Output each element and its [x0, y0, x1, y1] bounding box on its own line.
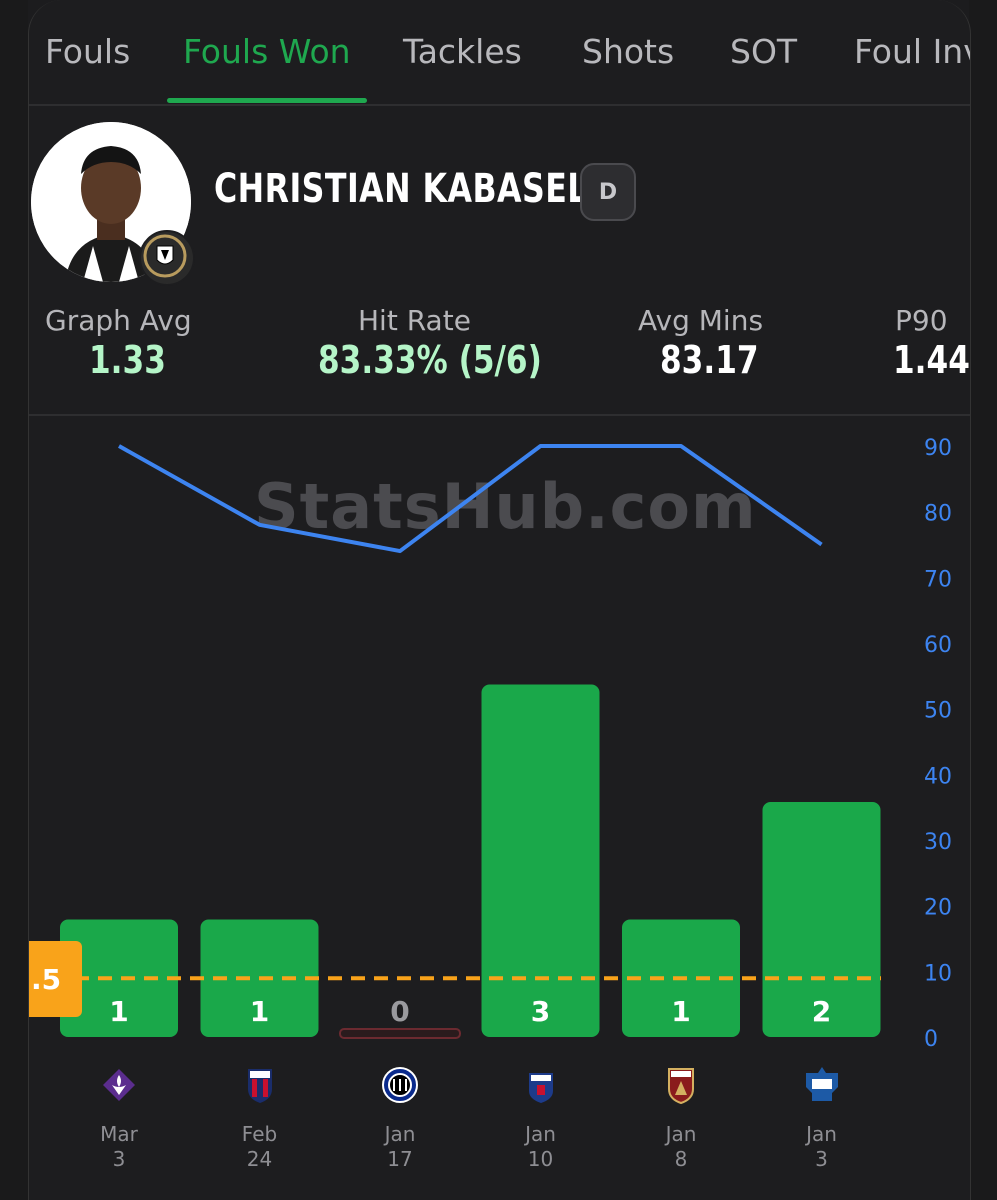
y-tick-label: 0: [924, 1027, 938, 1052]
active-tab-indicator: [167, 98, 367, 103]
bar: [60, 919, 178, 1037]
tab-fouls[interactable]: Fouls: [45, 32, 131, 71]
x-tick-day: 3: [112, 1147, 126, 1171]
x-tick-month: Jan: [806, 1122, 837, 1146]
udinese-badge-icon: [139, 230, 195, 286]
hit-rate-label: Hit Rate: [358, 304, 471, 337]
x-tick-month: Feb: [241, 1122, 278, 1146]
como-icon[interactable]: [802, 1065, 842, 1105]
bar-value-label: 1: [671, 995, 690, 1028]
x-tick-label: Mar 3: [79, 1122, 159, 1172]
tab-foul-inv[interactable]: Foul Inv: [854, 32, 971, 71]
avg-mins-label: Avg Mins: [638, 304, 764, 337]
player-avatar: [31, 122, 191, 282]
divider: [29, 414, 970, 416]
graph-avg-label: Graph Avg: [45, 304, 192, 337]
threshold-line-tag: .5: [29, 941, 82, 1017]
y-tick-label: 80: [924, 502, 952, 527]
hit-rate-value: 83.33% (5/6): [318, 338, 542, 382]
tab-fouls-won[interactable]: Fouls Won: [183, 32, 351, 71]
x-tick-label: Feb 24: [220, 1122, 300, 1172]
player-name: CHRISTIAN KABASELE: [214, 166, 610, 212]
x-tick-month: Jan: [384, 1122, 416, 1146]
pisa-icon[interactable]: [521, 1065, 561, 1105]
tab-shots[interactable]: Shots: [582, 32, 675, 71]
y-tick-label: 40: [924, 764, 952, 789]
y-tick-label: 50: [924, 699, 952, 724]
bar: [481, 684, 600, 1037]
fiorentina-icon[interactable]: [99, 1065, 139, 1105]
x-tick-month: Jan: [525, 1122, 556, 1146]
stats-card: Fouls Fouls Won Tackles Shots SOT Foul I…: [28, 0, 971, 1200]
tab-sot[interactable]: SOT: [730, 32, 798, 71]
x-tick-day: 10: [527, 1147, 554, 1171]
inter-icon[interactable]: [380, 1065, 420, 1105]
y-tick-label: 60: [924, 633, 952, 658]
bar-value-label: 1: [250, 995, 269, 1028]
graph-avg-value: 1.33: [89, 338, 166, 382]
bar-value-label: 0: [390, 995, 409, 1028]
bar-value-label: 3: [531, 995, 550, 1028]
x-tick-label: Jan 17: [360, 1122, 440, 1172]
x-tick-day: 17: [387, 1147, 413, 1171]
minutes-line: [118, 444, 823, 554]
avg-mins-value: 83.17: [660, 338, 759, 382]
x-tick-label: Jan 3: [782, 1122, 862, 1172]
position-badge: D: [580, 163, 636, 221]
watermark: StatsHub.com: [254, 470, 757, 543]
x-tick-month: Jan: [665, 1122, 697, 1146]
x-tick-day: 24: [246, 1147, 273, 1171]
x-tick-day: 8: [674, 1147, 688, 1171]
stat-tabs: Fouls Fouls Won Tackles Shots SOT Foul I…: [29, 0, 970, 106]
left-edge: [0, 0, 28, 1200]
y-tick-label: 30: [924, 830, 952, 855]
y-tick-label: 20: [924, 896, 952, 921]
bologna-icon[interactable]: [240, 1065, 280, 1105]
x-tick-day: 3: [815, 1147, 828, 1171]
x-tick-label: Jan 10: [501, 1122, 581, 1172]
p90-value: 1.44: [893, 338, 970, 382]
p90-label: P90: [895, 304, 948, 337]
bar-value-label: 2: [812, 995, 831, 1028]
tab-tackles[interactable]: Tackles: [403, 32, 522, 71]
y-tick-label: 70: [924, 567, 952, 592]
x-tick-label: Jan 8: [641, 1122, 721, 1172]
y-tick-label: 10: [924, 961, 952, 986]
bar-zero: [339, 1028, 461, 1039]
y-tick-label: 90: [924, 436, 952, 461]
right-edge: [969, 0, 997, 1200]
x-tick-month: Mar: [100, 1122, 138, 1146]
bar-value-label: 1: [109, 995, 128, 1028]
torino-icon[interactable]: [661, 1065, 701, 1105]
